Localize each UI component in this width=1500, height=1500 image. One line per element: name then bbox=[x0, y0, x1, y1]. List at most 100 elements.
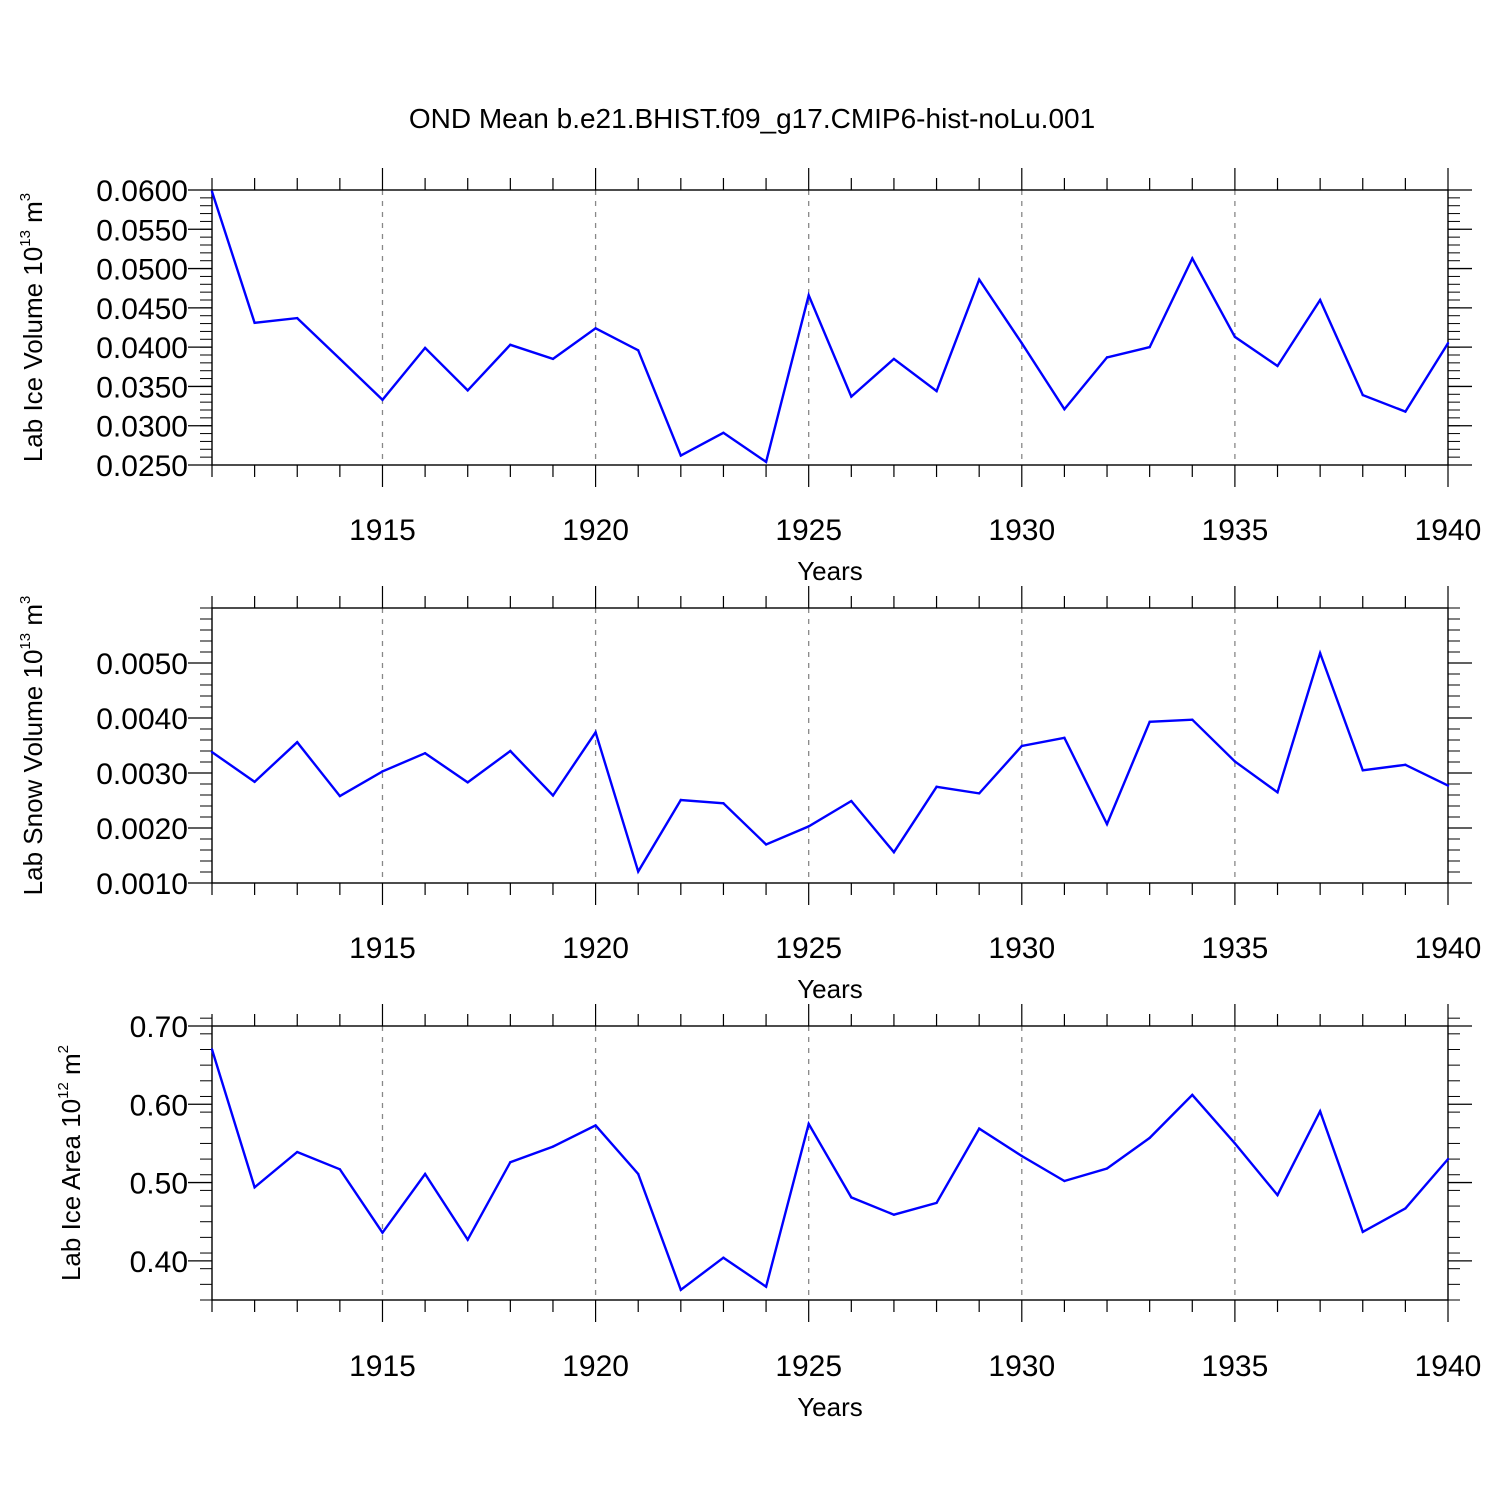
data-point bbox=[466, 389, 469, 392]
x-tick-label: 1915 bbox=[349, 1350, 416, 1383]
data-point bbox=[1276, 791, 1279, 794]
data-point bbox=[210, 750, 214, 754]
x-tick-label: 1930 bbox=[988, 932, 1055, 965]
data-point bbox=[1063, 408, 1066, 411]
series-line bbox=[210, 1049, 1449, 1292]
data-point bbox=[509, 1161, 512, 1164]
data-point bbox=[296, 741, 299, 744]
data-point bbox=[381, 398, 384, 401]
data-point bbox=[1233, 1142, 1237, 1145]
data-point bbox=[935, 785, 938, 788]
data-point bbox=[850, 1196, 853, 1199]
x-tick-label: 1940 bbox=[1415, 1350, 1482, 1383]
x-tick-label: 1920 bbox=[562, 1350, 629, 1383]
data-point bbox=[423, 752, 427, 755]
data-point bbox=[1446, 1157, 1450, 1161]
data-point bbox=[935, 389, 938, 393]
data-point bbox=[977, 278, 981, 281]
data-point bbox=[1361, 393, 1364, 397]
x-tick-label: 1935 bbox=[1202, 1350, 1269, 1383]
data-point bbox=[807, 294, 810, 297]
data-point bbox=[1318, 298, 1322, 302]
x-tick-label: 1925 bbox=[775, 514, 842, 547]
data-point bbox=[679, 1288, 683, 1292]
data-point bbox=[296, 316, 299, 320]
y-tick-label: 0.0250 bbox=[96, 450, 188, 483]
panel-3: 0.40 0.50 0.60 0.70 1915 1920 1925 1930 1935 1940… bbox=[55, 1004, 1481, 1422]
data-point bbox=[466, 781, 469, 784]
data-point bbox=[1276, 364, 1279, 368]
y-tick-label: 0.0010 bbox=[96, 868, 188, 901]
data-point bbox=[210, 190, 214, 193]
x-tick-label: 1925 bbox=[775, 1350, 842, 1383]
panel-1: 0.0250 0.0300 0.0350 0.0400 0.0450 0.0500 0.05… bbox=[17, 168, 1481, 586]
y-axis-label: Lab Ice Area 1012 m2 bbox=[55, 1045, 86, 1281]
data-point bbox=[1318, 1110, 1322, 1113]
data-point bbox=[764, 460, 768, 464]
y-tick-label: 0.50 bbox=[130, 1168, 188, 1201]
plot-frame bbox=[211, 189, 1449, 466]
data-point bbox=[977, 792, 981, 795]
panel-2: 0.0010 0.0020 0.0030 0.0040 0.0050 1915 1920 19… bbox=[17, 586, 1481, 1004]
data-point bbox=[1105, 1167, 1109, 1170]
data-point bbox=[1191, 1093, 1194, 1097]
y-tick-label: 0.0400 bbox=[96, 332, 188, 365]
data-point bbox=[892, 851, 896, 854]
x-tick-label: 1935 bbox=[1202, 932, 1269, 965]
y-tick-label: 0.0550 bbox=[96, 214, 188, 247]
x-tick-label: 1925 bbox=[775, 932, 842, 965]
data-point bbox=[850, 395, 853, 398]
data-point bbox=[722, 1256, 725, 1259]
data-point bbox=[1446, 342, 1450, 345]
x-tick-label: 1940 bbox=[1415, 514, 1482, 547]
data-point bbox=[679, 798, 683, 802]
data-point bbox=[722, 431, 725, 434]
y-tick-label: 0.0600 bbox=[96, 175, 188, 208]
data-point bbox=[892, 357, 896, 361]
data-point bbox=[594, 1124, 597, 1127]
data-point bbox=[807, 825, 810, 828]
data-point bbox=[637, 1172, 640, 1176]
data-point bbox=[423, 1172, 427, 1176]
x-tick-label: 1935 bbox=[1202, 514, 1269, 547]
x-tick-label: 1915 bbox=[349, 932, 416, 965]
data-point bbox=[637, 349, 640, 352]
data-point bbox=[764, 1285, 768, 1288]
data-point bbox=[679, 454, 683, 457]
data-point bbox=[338, 357, 342, 361]
x-tick-label: 1940 bbox=[1415, 932, 1482, 965]
data-point bbox=[1148, 1136, 1151, 1140]
data-point bbox=[466, 1238, 469, 1241]
series-line bbox=[210, 191, 1450, 464]
x-tick-label: 1930 bbox=[988, 514, 1055, 547]
data-point bbox=[1233, 335, 1237, 339]
data-point bbox=[1063, 736, 1066, 739]
data-point bbox=[977, 1127, 981, 1130]
data-point bbox=[1233, 760, 1237, 763]
y-tick-label: 0.0050 bbox=[96, 648, 188, 681]
data-point bbox=[551, 357, 555, 361]
data-point bbox=[1020, 342, 1023, 345]
data-point bbox=[1404, 410, 1407, 413]
x-axis-label: Years bbox=[797, 974, 863, 1004]
data-point bbox=[594, 731, 597, 734]
data-point bbox=[892, 1213, 896, 1216]
y-tick-label: 0.0040 bbox=[96, 703, 188, 736]
data-point bbox=[1148, 345, 1151, 349]
data-point bbox=[423, 346, 427, 350]
x-axis-label: Years bbox=[797, 1392, 863, 1422]
y-tick-label: 0.70 bbox=[130, 1011, 188, 1044]
data-point bbox=[551, 1145, 555, 1148]
plot-frame bbox=[211, 607, 1449, 884]
data-point bbox=[637, 870, 640, 873]
y-tick-label: 0.0500 bbox=[96, 254, 188, 287]
plot-frame bbox=[211, 1025, 1449, 1301]
data-point bbox=[722, 802, 725, 805]
data-point bbox=[1191, 718, 1194, 721]
data-point bbox=[1105, 822, 1109, 826]
x-tick-label: 1920 bbox=[562, 932, 629, 965]
data-point bbox=[381, 770, 384, 773]
y-tick-label: 0.40 bbox=[130, 1246, 188, 1279]
y-tick-label: 0.0020 bbox=[96, 813, 188, 846]
